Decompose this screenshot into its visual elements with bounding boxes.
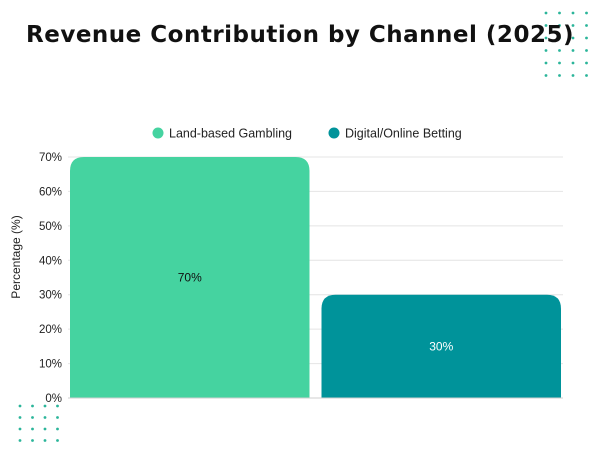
decorative-dot bbox=[31, 404, 34, 408]
decorative-dot bbox=[558, 11, 561, 15]
decorative-dot bbox=[585, 61, 588, 65]
decorative-dot bbox=[18, 427, 22, 431]
y-tick-label: 40% bbox=[39, 255, 62, 267]
decorative-dot bbox=[558, 74, 561, 77]
y-tick-label: 50% bbox=[39, 221, 62, 233]
bar-value-label: 70% bbox=[178, 271, 202, 285]
decorative-dot bbox=[558, 49, 561, 52]
legend-label: Digital/Online Betting bbox=[345, 127, 462, 141]
decorative-dot bbox=[571, 74, 575, 77]
decorative-dot bbox=[544, 36, 548, 40]
decorative-dot bbox=[558, 24, 561, 27]
decorative-dot bbox=[558, 36, 561, 40]
decorative-dot bbox=[56, 439, 59, 442]
decorative-dot bbox=[585, 36, 588, 40]
decorative-dot bbox=[585, 49, 588, 52]
decorative-dot bbox=[43, 416, 47, 419]
legend-marker bbox=[328, 127, 340, 139]
decorative-dots-top-right bbox=[544, 11, 588, 77]
decorative-dot bbox=[43, 439, 47, 442]
decorative-dot bbox=[56, 416, 59, 419]
decorative-dot bbox=[56, 427, 59, 431]
y-axis-label: Percentage (%) bbox=[9, 215, 23, 298]
decorative-dot bbox=[571, 61, 575, 65]
decorative-dot bbox=[43, 427, 47, 431]
y-axis-ticks: 0% 10% 20% 30% 40% 50% 60% 70% bbox=[39, 152, 62, 405]
decorative-dot bbox=[558, 61, 561, 65]
legend-marker bbox=[152, 127, 164, 139]
y-tick-label: 70% bbox=[39, 152, 62, 164]
decorative-dot bbox=[571, 36, 575, 40]
decorative-dot bbox=[31, 427, 34, 431]
decorative-dot bbox=[544, 49, 548, 52]
decorative-dot bbox=[571, 24, 575, 27]
decorative-dot bbox=[571, 11, 575, 15]
decorative-dots-bottom-left bbox=[18, 404, 59, 442]
decorative-dot bbox=[43, 404, 47, 408]
decorative-dot bbox=[585, 74, 588, 77]
decorative-dot bbox=[18, 404, 22, 408]
bar bbox=[70, 157, 310, 398]
decorative-dot bbox=[544, 61, 548, 65]
legend-label: Land-based Gambling bbox=[169, 127, 292, 141]
decorative-dot bbox=[544, 74, 548, 77]
y-tick-label: 10% bbox=[39, 359, 62, 371]
bars: 70% 30% bbox=[70, 157, 561, 398]
decorative-dot bbox=[31, 416, 34, 419]
y-tick-label: 0% bbox=[45, 393, 62, 405]
decorative-dot bbox=[571, 49, 575, 52]
legend: Land-based Gambling Digital/Online Bettin… bbox=[152, 127, 462, 141]
bar bbox=[321, 294, 561, 398]
y-tick-label: 60% bbox=[39, 186, 62, 198]
decorative-dot bbox=[31, 439, 34, 442]
decorative-dot bbox=[56, 404, 59, 408]
decorative-dot bbox=[585, 11, 588, 15]
decorative-dot bbox=[18, 416, 22, 419]
decorative-dot bbox=[544, 11, 548, 15]
decorative-dot bbox=[18, 439, 22, 442]
decorative-dot bbox=[544, 24, 548, 27]
bar-value-label: 30% bbox=[429, 339, 453, 353]
decorative-dot bbox=[585, 24, 588, 27]
chart-title: Revenue Contribution by Channel (2025) bbox=[26, 22, 574, 48]
y-tick-label: 30% bbox=[39, 290, 62, 302]
y-tick-label: 20% bbox=[39, 324, 62, 336]
